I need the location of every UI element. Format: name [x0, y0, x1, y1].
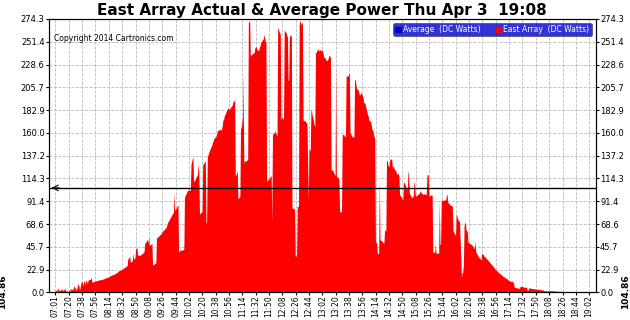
Legend: Average  (DC Watts), East Array  (DC Watts): Average (DC Watts), East Array (DC Watts… — [393, 23, 592, 36]
Title: East Array Actual & Average Power Thu Apr 3  19:08: East Array Actual & Average Power Thu Ap… — [98, 3, 547, 18]
Text: 104.86: 104.86 — [0, 275, 7, 309]
Text: 104.86: 104.86 — [621, 275, 630, 309]
Text: Copyright 2014 Cartronics.com: Copyright 2014 Cartronics.com — [54, 34, 173, 43]
